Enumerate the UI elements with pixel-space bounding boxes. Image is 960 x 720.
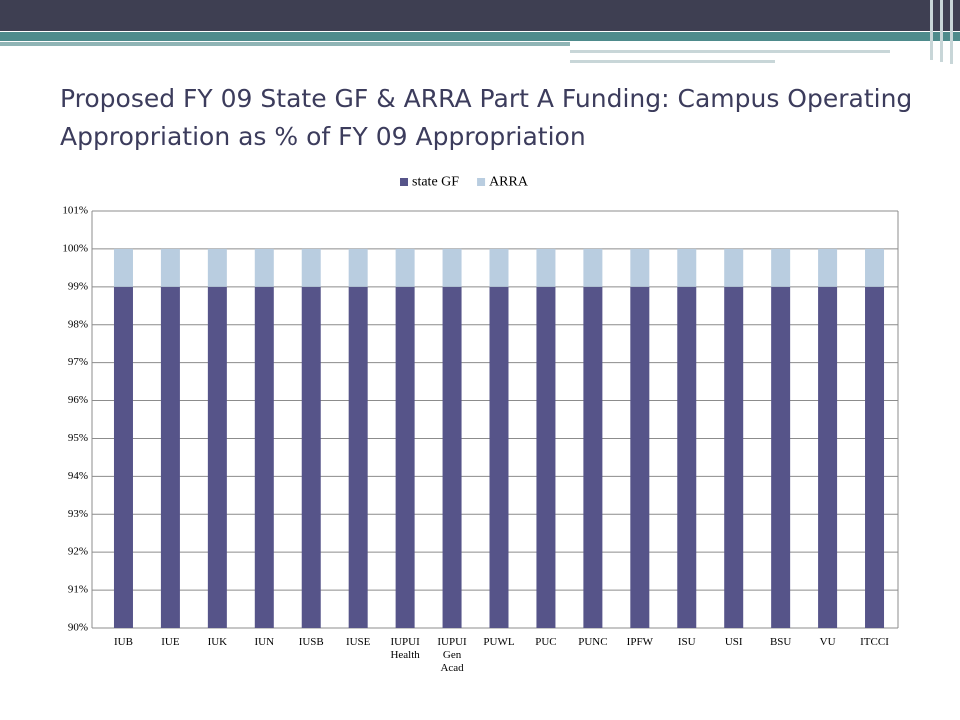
legend-swatch bbox=[477, 178, 486, 186]
y-tick-label: 99% bbox=[68, 280, 88, 292]
bar-segment bbox=[395, 286, 415, 628]
y-tick-label: 91% bbox=[68, 584, 88, 596]
y-tick-label: 97% bbox=[68, 356, 88, 368]
bar-segment bbox=[630, 286, 650, 628]
bar-segment bbox=[254, 286, 274, 628]
bar-segment bbox=[583, 248, 603, 287]
bar-segment bbox=[818, 286, 838, 628]
x-tick-label: PUWL bbox=[483, 636, 515, 648]
x-tick-label: IUPUI Gen Acad bbox=[437, 636, 467, 674]
bar-segment bbox=[442, 286, 462, 628]
x-tick-label: ISU bbox=[677, 636, 696, 648]
bar-segment bbox=[160, 286, 180, 628]
y-tick-label: 101% bbox=[62, 205, 88, 217]
bar-segment bbox=[630, 248, 650, 287]
x-tick-label: IUK bbox=[207, 636, 228, 648]
bar-segment bbox=[395, 248, 415, 287]
x-tick-label: USI bbox=[724, 636, 743, 648]
bar-segment bbox=[677, 248, 697, 287]
bar-segment bbox=[207, 248, 227, 287]
header-stripe bbox=[570, 60, 775, 63]
bar-segment bbox=[865, 286, 885, 628]
legend-label: state GF bbox=[412, 175, 459, 190]
bar-segment bbox=[348, 248, 368, 287]
header-bar bbox=[0, 0, 960, 31]
chart-title: Proposed FY 09 State GF & ARRA Part A Fu… bbox=[60, 84, 913, 151]
header-stripe bbox=[930, 0, 933, 60]
bar-segment bbox=[818, 248, 838, 287]
bar-segment bbox=[771, 248, 791, 287]
x-tick-label: PUNC bbox=[578, 636, 608, 648]
y-tick-label: 95% bbox=[68, 432, 88, 444]
x-tick-label: IUPUI Health bbox=[390, 636, 420, 661]
y-tick-label: 100% bbox=[62, 242, 88, 254]
bar-segment bbox=[207, 286, 227, 628]
legend-label: ARRA bbox=[489, 175, 529, 190]
bar-segment bbox=[301, 286, 321, 628]
bar-segment bbox=[536, 248, 556, 287]
header-stripe bbox=[570, 50, 890, 53]
bar-segment bbox=[724, 286, 744, 628]
header-stripe bbox=[0, 32, 960, 41]
bar-segment bbox=[583, 286, 603, 628]
bar-segment bbox=[113, 286, 133, 628]
bar-segment bbox=[489, 248, 509, 287]
bar-segment bbox=[724, 248, 744, 287]
bar-segment bbox=[865, 248, 885, 287]
x-tick-label: IUN bbox=[254, 636, 275, 648]
bar-segment bbox=[160, 248, 180, 287]
x-tick-label: IPFW bbox=[626, 636, 653, 648]
x-tick-label: IUB bbox=[113, 636, 133, 648]
x-tick-label: BSU bbox=[769, 636, 792, 648]
header-stripe bbox=[940, 0, 943, 62]
bar-segment bbox=[254, 248, 274, 287]
bar-segment bbox=[489, 286, 509, 628]
bar-segment bbox=[536, 286, 556, 628]
x-tick-label: ITCCI bbox=[860, 636, 889, 648]
y-tick-label: 98% bbox=[68, 318, 88, 330]
header-stripe bbox=[0, 42, 570, 46]
bar-segment bbox=[301, 248, 321, 287]
x-tick-label: PUC bbox=[535, 636, 557, 648]
bar-segment bbox=[348, 286, 368, 628]
y-tick-label: 96% bbox=[68, 394, 88, 406]
y-tick-label: 92% bbox=[68, 546, 88, 558]
bar-segment bbox=[677, 286, 697, 628]
x-tick-label: VU bbox=[819, 636, 836, 648]
legend-swatch bbox=[400, 178, 408, 186]
x-tick-label: IUSE bbox=[345, 636, 371, 648]
x-tick-label: IUE bbox=[161, 636, 180, 648]
header-stripe bbox=[950, 0, 953, 64]
y-tick-label: 93% bbox=[68, 508, 88, 520]
x-tick-label: IUSB bbox=[298, 636, 324, 648]
y-tick-label: 94% bbox=[68, 470, 88, 482]
bar-segment bbox=[442, 248, 462, 287]
bar-segment bbox=[771, 286, 791, 628]
y-tick-label: 90% bbox=[68, 622, 88, 634]
bar-segment bbox=[113, 248, 133, 287]
